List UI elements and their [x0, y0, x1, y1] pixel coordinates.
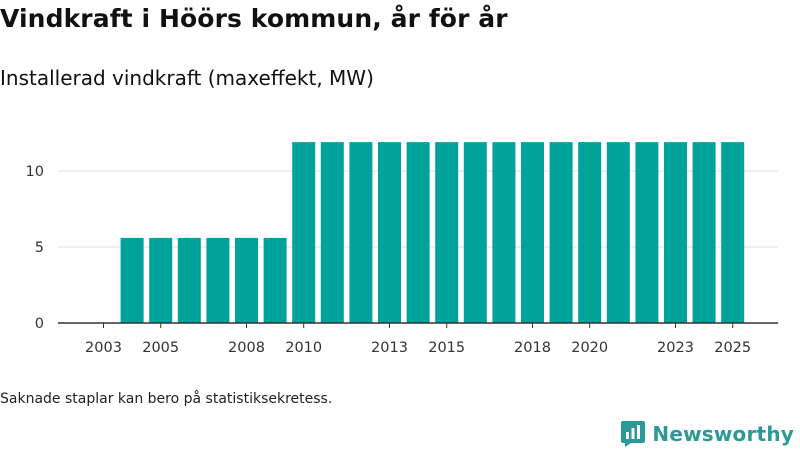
bar-2012 — [349, 142, 373, 323]
x-tick-label: 2013 — [371, 340, 408, 356]
bar-chart: 0 5 10 2003 2005 2008 2010 2013 2015 2018 2020 202… — [26, 142, 778, 356]
bar-2006 — [177, 237, 201, 323]
newsworthy-logo-icon — [621, 421, 646, 447]
x-tick-label: 2025 — [714, 340, 751, 356]
chart-subtitle: Installerad vindkraft (maxeffekt, MW) — [0, 66, 374, 90]
x-tick-label: 2008 — [228, 340, 265, 356]
bar-2007 — [206, 237, 230, 323]
bar-2024 — [692, 142, 716, 323]
brand-name: Newsworthy — [652, 422, 794, 446]
x-tick-label: 2023 — [657, 340, 694, 356]
bar-2010 — [292, 142, 316, 323]
bar-2020 — [578, 142, 602, 323]
bar-2013 — [378, 142, 401, 323]
bar-2017 — [492, 142, 516, 323]
bars — [120, 142, 745, 323]
bar-2014 — [406, 142, 430, 323]
y-tick-label: 5 — [35, 240, 44, 256]
bar-2015 — [435, 142, 459, 323]
bar-2011 — [320, 142, 344, 323]
bar-2004 — [120, 237, 144, 323]
x-axis-ticks: 2003 2005 2008 2010 2013 2015 2018 2020 2023 2025 — [85, 323, 751, 356]
bar-2019 — [549, 142, 573, 323]
x-tick-label: 2003 — [85, 340, 122, 356]
y-axis-ticks: 0 5 10 — [26, 164, 44, 332]
x-tick-label: 2010 — [285, 340, 322, 356]
bar-2021 — [606, 142, 630, 323]
bar-2008 — [235, 237, 258, 323]
bar-2023 — [664, 142, 687, 323]
x-tick-label: 2020 — [571, 340, 608, 356]
footnote: Saknade staplar kan bero på statistiksek… — [0, 391, 333, 407]
x-tick-label: 2018 — [514, 340, 551, 356]
bar-2022 — [635, 142, 659, 323]
bar-2018 — [521, 142, 544, 323]
y-tick-label: 0 — [35, 316, 44, 332]
x-tick-label: 2005 — [142, 340, 179, 356]
x-tick-label: 2015 — [428, 340, 465, 356]
chart-title: Vindkraft i Höörs kommun, år för år — [0, 4, 508, 33]
brand-logo: Newsworthy — [620, 420, 794, 448]
y-tick-label: 10 — [26, 164, 44, 180]
bar-2005 — [149, 237, 173, 323]
bar-2025 — [721, 142, 745, 323]
bar-2009 — [263, 237, 287, 323]
bar-2016 — [463, 142, 487, 323]
